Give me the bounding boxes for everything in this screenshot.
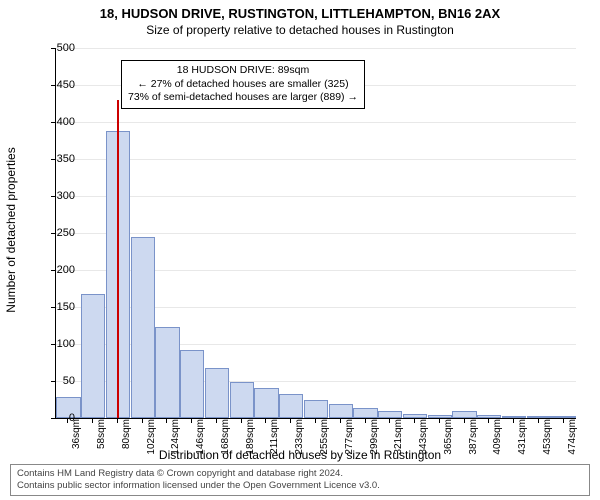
x-tick-mark: [464, 418, 465, 423]
y-tick-label: 400: [45, 116, 75, 128]
x-axis-label: Distribution of detached houses by size …: [0, 448, 600, 462]
histogram-bar: [254, 388, 278, 418]
histogram-bar: [155, 327, 179, 418]
histogram-bar: [180, 350, 204, 418]
x-tick-mark: [563, 418, 564, 423]
x-tick-mark: [365, 418, 366, 423]
y-tick-label: 0: [45, 412, 75, 424]
x-tick-mark: [166, 418, 167, 423]
x-tick-mark: [216, 418, 217, 423]
y-axis-label: Number of detached properties: [4, 147, 18, 312]
grid-line: [56, 233, 576, 234]
callout-smaller: ← 27% of detached houses are smaller (32…: [128, 78, 358, 92]
grid-line: [56, 122, 576, 123]
property-marker-line: [117, 100, 119, 418]
y-tick-label: 50: [45, 375, 75, 387]
x-tick-mark: [538, 418, 539, 423]
x-tick-mark: [92, 418, 93, 423]
x-tick-mark: [241, 418, 242, 423]
x-tick-mark: [315, 418, 316, 423]
histogram-bar: [81, 294, 105, 418]
x-tick-mark: [290, 418, 291, 423]
histogram-bar: [353, 408, 377, 418]
x-tick-mark: [439, 418, 440, 423]
callout-box: 18 HUDSON DRIVE: 89sqm← 27% of detached …: [121, 60, 365, 109]
callout-larger: 73% of semi-detached houses are larger (…: [128, 91, 358, 105]
y-tick-label: 450: [45, 79, 75, 91]
footer-attribution: Contains HM Land Registry data © Crown c…: [10, 464, 590, 496]
x-tick-mark: [513, 418, 514, 423]
y-tick-label: 350: [45, 153, 75, 165]
chart-container: 18, HUDSON DRIVE, RUSTINGTON, LITTLEHAMP…: [0, 0, 600, 500]
histogram-bar: [378, 411, 402, 418]
histogram-bar: [205, 368, 229, 418]
x-tick-mark: [340, 418, 341, 423]
footer-line-1: Contains HM Land Registry data © Crown c…: [17, 468, 583, 480]
x-tick-mark: [117, 418, 118, 423]
x-tick-marks: [55, 418, 575, 424]
y-tick-label: 300: [45, 190, 75, 202]
grid-line: [56, 196, 576, 197]
x-tick-mark: [488, 418, 489, 423]
grid-line: [56, 48, 576, 49]
histogram-bar: [131, 237, 155, 418]
plot-area: 18 HUDSON DRIVE: 89sqm← 27% of detached …: [55, 48, 576, 419]
chart-title-sub: Size of property relative to detached ho…: [0, 21, 600, 37]
x-tick-mark: [389, 418, 390, 423]
x-tick-mark: [142, 418, 143, 423]
histogram-bar: [304, 400, 328, 419]
grid-line: [56, 159, 576, 160]
y-tick-label: 500: [45, 42, 75, 54]
chart-title-main: 18, HUDSON DRIVE, RUSTINGTON, LITTLEHAMP…: [0, 0, 600, 21]
y-tick-label: 250: [45, 227, 75, 239]
histogram-bar: [279, 394, 303, 418]
callout-title: 18 HUDSON DRIVE: 89sqm: [128, 64, 358, 78]
footer-line-2: Contains public sector information licen…: [17, 480, 583, 492]
x-tick-mark: [265, 418, 266, 423]
histogram-bar: [329, 404, 353, 418]
histogram-bar: [230, 382, 254, 418]
y-tick-label: 150: [45, 301, 75, 313]
x-tick-mark: [414, 418, 415, 423]
y-tick-label: 100: [45, 338, 75, 350]
histogram-bar: [452, 411, 476, 418]
y-tick-label: 200: [45, 264, 75, 276]
x-tick-mark: [191, 418, 192, 423]
